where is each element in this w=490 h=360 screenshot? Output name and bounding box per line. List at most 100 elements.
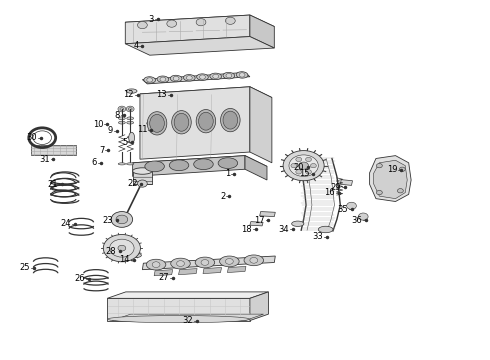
Text: 24: 24	[61, 219, 71, 228]
Circle shape	[399, 167, 405, 171]
Circle shape	[116, 215, 128, 224]
Polygon shape	[140, 87, 272, 105]
Text: 18: 18	[241, 225, 252, 234]
Text: 5: 5	[122, 138, 128, 147]
Polygon shape	[133, 156, 267, 174]
Ellipse shape	[196, 74, 208, 80]
Circle shape	[225, 258, 233, 264]
Circle shape	[358, 213, 368, 220]
Circle shape	[186, 76, 192, 80]
Circle shape	[311, 163, 317, 168]
Text: 7: 7	[99, 146, 104, 155]
Text: 27: 27	[158, 273, 169, 282]
Polygon shape	[369, 156, 411, 202]
Ellipse shape	[118, 163, 125, 165]
Circle shape	[138, 22, 147, 29]
Circle shape	[239, 73, 245, 77]
Circle shape	[376, 163, 382, 168]
Polygon shape	[127, 90, 137, 91]
Ellipse shape	[169, 160, 189, 171]
Polygon shape	[125, 15, 250, 44]
Circle shape	[199, 75, 205, 79]
Polygon shape	[125, 37, 274, 55]
Text: 12: 12	[123, 90, 134, 99]
Ellipse shape	[145, 161, 164, 172]
Ellipse shape	[108, 316, 249, 323]
Polygon shape	[250, 292, 269, 320]
Circle shape	[250, 257, 258, 263]
Ellipse shape	[223, 111, 238, 129]
Polygon shape	[245, 156, 267, 180]
Circle shape	[103, 234, 141, 262]
Circle shape	[299, 162, 309, 169]
Text: 31: 31	[39, 155, 49, 164]
Text: 10: 10	[93, 120, 103, 129]
Polygon shape	[133, 156, 245, 176]
Ellipse shape	[198, 112, 213, 130]
Ellipse shape	[133, 168, 152, 174]
Ellipse shape	[129, 132, 135, 143]
Circle shape	[120, 108, 124, 111]
Ellipse shape	[210, 73, 221, 80]
Ellipse shape	[119, 117, 125, 120]
Circle shape	[296, 170, 302, 174]
Circle shape	[173, 76, 179, 81]
Ellipse shape	[172, 111, 191, 134]
Circle shape	[346, 202, 356, 210]
Circle shape	[306, 170, 312, 174]
Text: 20: 20	[293, 163, 304, 172]
Circle shape	[110, 239, 134, 257]
Circle shape	[226, 73, 232, 78]
Text: 3: 3	[149, 15, 154, 24]
Text: 28: 28	[106, 247, 117, 256]
Text: 1: 1	[225, 169, 230, 178]
Ellipse shape	[220, 256, 239, 267]
Polygon shape	[250, 222, 263, 226]
Circle shape	[111, 212, 133, 227]
Text: 35: 35	[337, 205, 347, 214]
Ellipse shape	[150, 114, 164, 132]
Ellipse shape	[147, 112, 167, 135]
Text: 32: 32	[183, 316, 193, 325]
Circle shape	[118, 106, 126, 112]
Polygon shape	[340, 180, 352, 185]
Text: 14: 14	[119, 255, 130, 264]
Text: 34: 34	[278, 225, 289, 234]
Ellipse shape	[126, 89, 137, 93]
Polygon shape	[143, 256, 275, 270]
Ellipse shape	[127, 121, 134, 124]
Text: 15: 15	[299, 169, 310, 178]
Circle shape	[167, 20, 176, 27]
Polygon shape	[260, 212, 275, 217]
Ellipse shape	[318, 226, 333, 233]
Text: 33: 33	[313, 232, 323, 241]
Polygon shape	[143, 72, 250, 84]
Text: 26: 26	[74, 274, 85, 283]
Ellipse shape	[196, 109, 216, 133]
Text: 25: 25	[20, 264, 30, 273]
Polygon shape	[133, 171, 152, 184]
Circle shape	[176, 261, 184, 266]
Text: 8: 8	[115, 111, 120, 120]
Ellipse shape	[127, 117, 134, 120]
Text: 23: 23	[102, 216, 113, 225]
Text: 17: 17	[254, 216, 265, 225]
Circle shape	[147, 78, 153, 82]
Circle shape	[289, 155, 318, 176]
Circle shape	[225, 17, 235, 24]
Polygon shape	[107, 292, 269, 298]
Ellipse shape	[126, 163, 134, 165]
Circle shape	[296, 157, 302, 162]
Polygon shape	[112, 314, 264, 320]
Polygon shape	[227, 266, 246, 273]
Ellipse shape	[132, 253, 142, 257]
Circle shape	[306, 157, 312, 162]
Text: 2: 2	[220, 192, 225, 201]
Polygon shape	[250, 87, 272, 163]
Ellipse shape	[183, 75, 195, 81]
Ellipse shape	[157, 76, 169, 82]
Circle shape	[128, 108, 132, 111]
Text: 13: 13	[156, 90, 167, 99]
Text: 6: 6	[92, 158, 97, 167]
Text: 30: 30	[26, 133, 37, 142]
